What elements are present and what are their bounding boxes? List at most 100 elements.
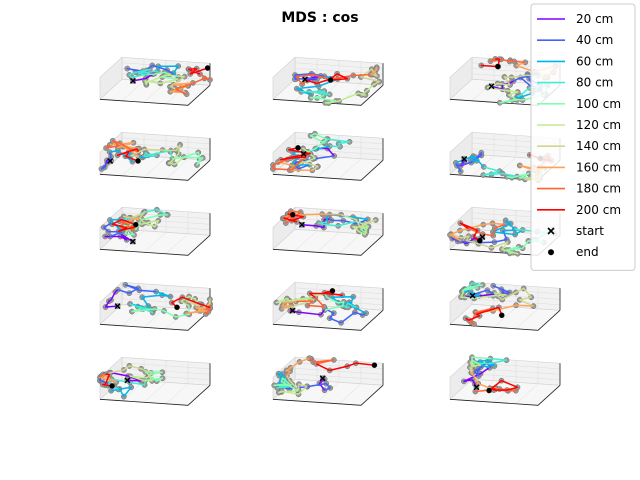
series-line-40-cm <box>277 381 331 391</box>
series-line-160-cm <box>370 66 378 76</box>
legend-label: 140 cm <box>576 139 621 153</box>
end-marker <box>486 387 492 394</box>
subplot-3d-panel <box>97 356 211 406</box>
series-line-80-cm <box>317 220 357 227</box>
gridline <box>143 82 167 103</box>
start-marker <box>473 384 480 391</box>
gridline <box>294 368 384 375</box>
series-line-20-cm <box>104 289 119 308</box>
gridline <box>121 143 211 150</box>
axis-edge <box>272 85 384 106</box>
series-line-180-cm <box>175 73 211 95</box>
gridline <box>165 158 189 179</box>
axis-edge <box>272 385 384 406</box>
gridline <box>143 232 167 253</box>
series-line-120-cm <box>501 241 519 255</box>
start-marker <box>461 155 468 162</box>
gridline <box>294 380 318 401</box>
series-line-120-cm <box>144 74 185 86</box>
series-line-200-cm <box>101 373 113 387</box>
series-line-20-cm <box>110 371 142 382</box>
series-line-80-cm <box>128 68 158 79</box>
gridline <box>338 233 362 254</box>
gridline <box>294 62 384 70</box>
start-marker <box>319 375 326 382</box>
series-line-180-cm <box>468 223 506 237</box>
series-line-100-cm <box>462 284 483 292</box>
series-line-40-cm <box>102 222 124 238</box>
series-line-120-cm <box>325 83 376 104</box>
start-marker <box>114 303 121 310</box>
subplot-3d-panel <box>99 281 213 331</box>
series-line-60-cm <box>156 65 179 78</box>
subplot-3d-panel <box>99 56 213 106</box>
legend-label: 180 cm <box>576 182 621 196</box>
series-line-200-cm <box>116 148 140 162</box>
gridline <box>493 307 517 328</box>
series-line-40-cm <box>455 151 483 173</box>
start-marker <box>300 151 307 158</box>
start-marker <box>129 77 136 84</box>
subplot-3d-panel <box>271 355 384 406</box>
end-marker <box>174 304 180 310</box>
series-line-100-cm <box>147 71 179 80</box>
series-line-140-cm <box>360 68 381 86</box>
gridline <box>316 157 340 178</box>
end-marker <box>135 158 141 164</box>
legend: 20 cm 40 cm 60 cm 80 cm 100 cm 120 cm 140 cm 16… <box>530 3 636 271</box>
series-line-180-cm <box>465 307 493 325</box>
gridline <box>316 382 340 403</box>
end-marker <box>133 222 139 228</box>
legend-box <box>530 3 636 271</box>
series-line-20-cm <box>289 308 326 316</box>
legend-label: 80 cm <box>576 76 613 90</box>
end-marker <box>495 63 501 70</box>
gridline <box>143 382 167 403</box>
gridline <box>121 362 211 370</box>
series-line-140-cm <box>130 144 181 158</box>
series-line-160-cm <box>169 82 194 94</box>
start-marker <box>302 76 309 83</box>
series-line-200-cm <box>459 222 481 242</box>
axis-edge <box>272 235 384 256</box>
series-line-140-cm <box>450 233 509 249</box>
gridline <box>515 383 539 404</box>
series-line-120-cm <box>167 144 185 166</box>
gridline <box>294 362 384 370</box>
legend-label: 40 cm <box>576 33 613 47</box>
axis-edge <box>99 385 211 406</box>
legend-label: 100 cm <box>576 97 621 111</box>
legend-label: end <box>576 245 599 259</box>
series-line-20-cm <box>104 234 134 243</box>
series-line-60-cm <box>471 359 496 369</box>
series-line-40-cm <box>450 230 508 244</box>
gridline <box>165 233 189 254</box>
end-marker <box>295 145 301 151</box>
legend-label: 120 cm <box>576 118 621 132</box>
series-line-180-cm <box>99 373 106 378</box>
legend-swatch <box>547 227 555 235</box>
series-line-80-cm <box>301 90 331 96</box>
gridline <box>471 230 495 251</box>
series-line-200-cm <box>488 379 519 392</box>
end-marker <box>329 288 336 294</box>
series-line-100-cm <box>323 293 345 311</box>
series-line-160-cm <box>285 357 310 377</box>
subplot-3d-panel <box>272 206 384 256</box>
series-line-200-cm <box>308 290 344 299</box>
series-line-40-cm <box>117 284 157 294</box>
series-line-40-cm <box>324 308 367 324</box>
end-marker <box>205 65 211 71</box>
series-line-100-cm <box>506 172 537 179</box>
series-line-200-cm <box>280 147 311 161</box>
subplot-3d-panel <box>272 56 384 106</box>
series-line-100-cm <box>307 132 328 153</box>
series-line-40-cm <box>513 73 541 90</box>
series-line-100-cm <box>131 305 190 318</box>
axis-edge <box>99 160 211 181</box>
series-line-140-cm <box>101 365 152 381</box>
end-marker <box>109 383 115 389</box>
subplot-3d-panel <box>270 130 384 181</box>
gridline <box>294 287 384 295</box>
